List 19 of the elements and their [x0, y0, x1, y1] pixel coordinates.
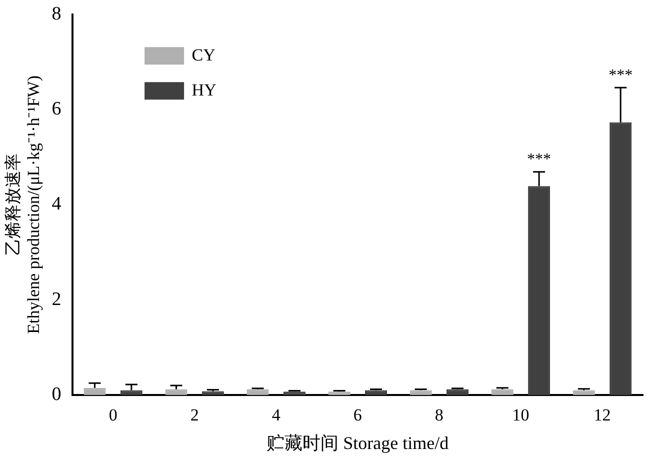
y-tick-label: 0: [52, 384, 62, 405]
text: 乙烯释放速率: [4, 154, 23, 256]
annotation: ***: [527, 151, 552, 168]
x-tick-label: 4: [272, 406, 281, 425]
legend-label: CY: [192, 45, 216, 64]
x-tick-label: 0: [108, 406, 118, 425]
x-tick-label: 10: [512, 406, 530, 425]
y-tick-label: 4: [52, 194, 62, 215]
text: Ethylene production/(μL·kg⁻¹·h⁻¹FW): [24, 76, 44, 334]
y-tick-label: 2: [52, 288, 62, 310]
annotation: ***: [608, 66, 633, 84]
y-tick-label: 6: [52, 98, 62, 120]
legend-label: HY: [192, 80, 216, 100]
x-tick-label: 2: [190, 406, 199, 425]
x-tick-label: 12: [594, 406, 611, 425]
x-tick-label: 6: [353, 406, 362, 425]
x-tick-label: 8: [434, 406, 444, 425]
y-tick-label: 8: [52, 3, 62, 24]
x-axis-title: 贮藏时间 Storage time/d: [266, 432, 449, 453]
